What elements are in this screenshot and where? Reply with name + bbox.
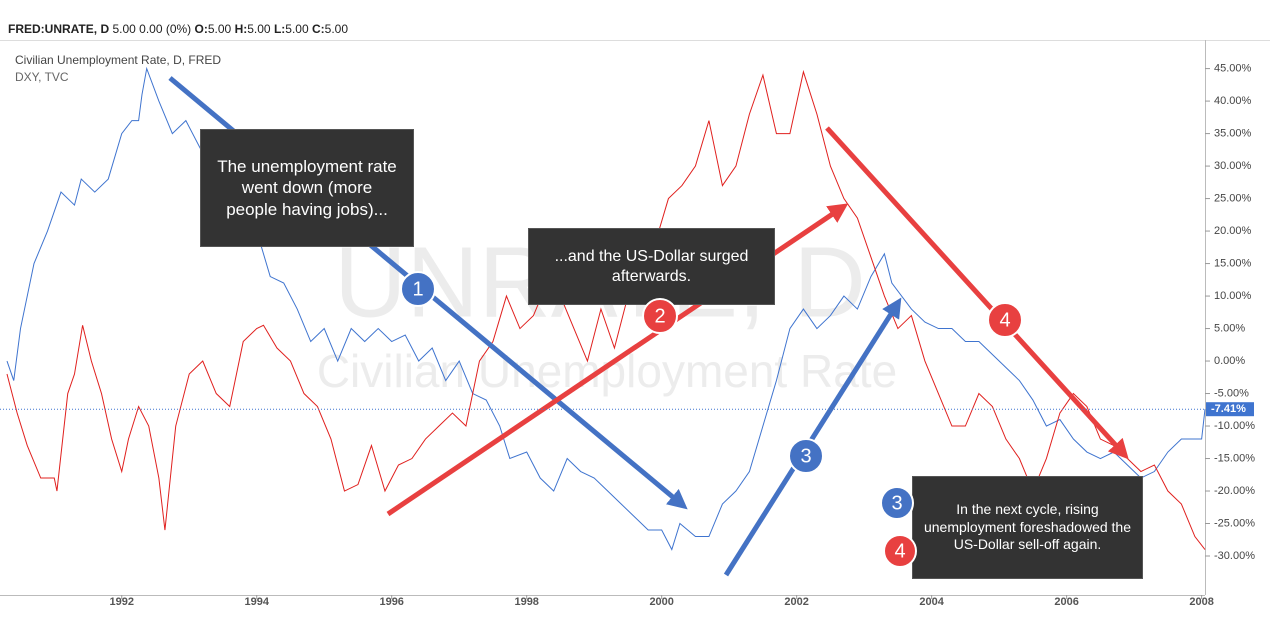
y-tick-label: 35.00% bbox=[1214, 127, 1252, 139]
ohlc-key: C: bbox=[311, 22, 325, 36]
step-marker bbox=[880, 486, 914, 520]
step-number: 4 bbox=[999, 309, 1010, 331]
step-marker bbox=[883, 534, 917, 568]
y-tick-label: -20.00% bbox=[1214, 485, 1255, 497]
legend-entry: DXY, TVC bbox=[15, 70, 69, 84]
y-tick-label: 5.00% bbox=[1214, 322, 1245, 334]
step-marker bbox=[400, 271, 436, 307]
y-tick-label: 30.00% bbox=[1214, 160, 1252, 172]
y-tick-label: -5.00% bbox=[1214, 387, 1249, 399]
x-tick-label: 2008 bbox=[1189, 596, 1213, 608]
watermark: Civilian Unemployment Rate bbox=[317, 345, 897, 397]
legend-entry: Civilian Unemployment Rate, D, FRED bbox=[15, 53, 221, 67]
step-marker bbox=[987, 302, 1023, 338]
ohlc-value: 5.00 bbox=[324, 22, 348, 36]
step-number: 2 bbox=[654, 305, 665, 327]
step-marker bbox=[642, 298, 678, 334]
y-tick-label: 25.00% bbox=[1214, 192, 1252, 204]
last-value-tag bbox=[1206, 402, 1254, 417]
arrow bbox=[825, 126, 1129, 460]
annotation-box: The unemployment rate went down (more pe… bbox=[200, 129, 414, 247]
x-tick-label: 1994 bbox=[244, 596, 269, 608]
x-tick-label: 1996 bbox=[379, 596, 403, 608]
x-tick-label: 1998 bbox=[514, 596, 538, 608]
x-tick-label: 2004 bbox=[919, 596, 944, 608]
ohlc-value: 5.00 bbox=[207, 22, 232, 36]
ohlc-value: 5.00 bbox=[285, 22, 309, 36]
step-number: 4 bbox=[894, 540, 905, 562]
y-tick-label: -15.00% bbox=[1214, 452, 1255, 464]
step-number: 1 bbox=[412, 278, 423, 300]
annotation-box: ...and the US-Dollar surged afterwards. bbox=[528, 228, 775, 305]
ohlc-value: 5.00 bbox=[247, 22, 271, 36]
x-tick-label: 2000 bbox=[649, 596, 673, 608]
annotation-box: In the next cycle, rising unemployment f… bbox=[912, 476, 1143, 579]
change: 5.00 0.00 (0%) bbox=[112, 22, 192, 36]
y-tick-label: 45.00% bbox=[1214, 63, 1252, 75]
step-marker bbox=[788, 438, 824, 474]
ohlc-key: L: bbox=[273, 22, 286, 36]
x-tick-label: 2006 bbox=[1054, 596, 1078, 608]
y-tick-label: 20.00% bbox=[1214, 225, 1252, 237]
last-value-label: -7.41% bbox=[1211, 403, 1246, 415]
symbol: FRED:UNRATE, D bbox=[8, 22, 110, 36]
series-line bbox=[6, 66, 1206, 551]
symbol-header: FRED:UNRATE, D 5.00 0.00 (0%) O:5.00 H:5… bbox=[8, 22, 348, 36]
y-tick-label: 15.00% bbox=[1214, 257, 1252, 269]
step-number: 3 bbox=[800, 445, 811, 467]
y-tick-label: -25.00% bbox=[1214, 517, 1255, 529]
y-tick-label: 0.00% bbox=[1214, 355, 1245, 367]
series-line bbox=[6, 69, 1206, 550]
ohlc-key: H: bbox=[234, 22, 248, 36]
y-tick-label: -30.00% bbox=[1214, 550, 1255, 562]
step-number: 3 bbox=[891, 492, 902, 514]
ohlc-key: O: bbox=[194, 22, 208, 36]
y-tick-label: 40.00% bbox=[1214, 95, 1252, 107]
x-tick-label: 2002 bbox=[784, 596, 808, 608]
y-tick-label: 10.00% bbox=[1214, 290, 1252, 302]
y-tick-label: -10.00% bbox=[1214, 420, 1255, 432]
x-tick-label: 1992 bbox=[109, 596, 133, 608]
